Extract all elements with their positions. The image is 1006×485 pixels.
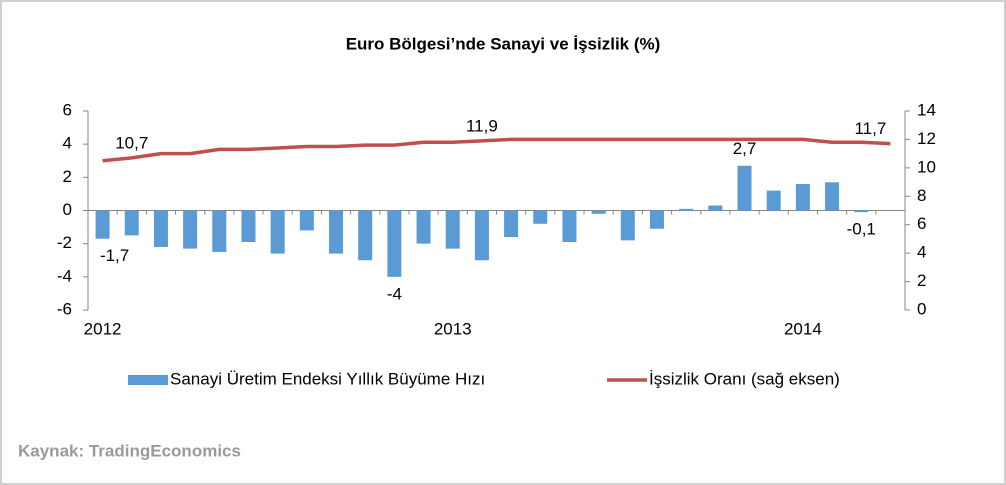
x-tick-label: 2013 xyxy=(434,319,472,338)
y2-tick-label: 0 xyxy=(917,299,926,318)
data-label: 11,9 xyxy=(466,116,498,135)
bar xyxy=(153,210,168,247)
bar xyxy=(591,210,606,214)
y-tick-label: 2 xyxy=(63,167,72,186)
data-label: -0,1 xyxy=(847,220,876,239)
x-tick-label: 2012 xyxy=(84,319,122,338)
source: Kaynak: TradingEconomics xyxy=(18,441,241,460)
y2-tick-label: 8 xyxy=(917,186,926,205)
bar xyxy=(795,183,810,211)
bar xyxy=(329,210,344,254)
bar xyxy=(766,190,781,211)
legend-label: İşsizlik Oranı (sağ eksen) xyxy=(649,369,840,388)
bar xyxy=(445,210,460,249)
y2-tick-label: 4 xyxy=(917,243,926,262)
x-tick-label: 2014 xyxy=(784,319,822,338)
bar xyxy=(649,210,664,229)
data-label: 10,7 xyxy=(115,133,148,152)
bar xyxy=(387,210,402,277)
bar xyxy=(212,210,227,252)
legend-swatch xyxy=(128,375,168,385)
data-label: 11,7 xyxy=(854,119,886,138)
y-tick-label: -4 xyxy=(57,266,72,285)
legend-label: Sanayi Üretim Endeksi Yıllık Büyüme Hızı xyxy=(170,369,485,388)
bar xyxy=(708,205,723,211)
bar xyxy=(241,210,256,243)
y2-tick-label: 6 xyxy=(917,214,926,233)
bar xyxy=(562,210,577,243)
bar xyxy=(854,210,869,213)
bar xyxy=(474,210,489,261)
y2-tick-label: 10 xyxy=(917,157,936,176)
bar xyxy=(533,210,548,224)
bar xyxy=(679,208,694,211)
bar xyxy=(299,210,314,231)
bar xyxy=(358,210,373,261)
bar xyxy=(825,182,840,211)
y-tick-label: 6 xyxy=(63,100,72,119)
data-label: -4 xyxy=(387,284,402,303)
bar xyxy=(183,210,198,249)
chart-title: Euro Bölgesi’nde Sanayi ve İşsizlik (%) xyxy=(346,34,661,53)
bar xyxy=(737,165,752,211)
data-label: -1,7 xyxy=(100,246,129,265)
y-tick-label: 4 xyxy=(63,134,72,153)
line xyxy=(102,137,891,163)
bar xyxy=(620,210,635,241)
bar xyxy=(416,210,431,244)
y2-tick-label: 12 xyxy=(917,129,936,148)
y-tick-label: -2 xyxy=(57,233,72,252)
y2-tick-label: 2 xyxy=(917,271,926,290)
data-label: 2,7 xyxy=(733,139,757,158)
bar xyxy=(504,210,519,238)
y-tick-label: -6 xyxy=(57,299,72,318)
bar xyxy=(270,210,285,254)
y2-tick-label: 14 xyxy=(917,100,936,119)
y-tick-label: 0 xyxy=(63,200,72,219)
bar xyxy=(95,210,110,239)
bar xyxy=(124,210,139,236)
